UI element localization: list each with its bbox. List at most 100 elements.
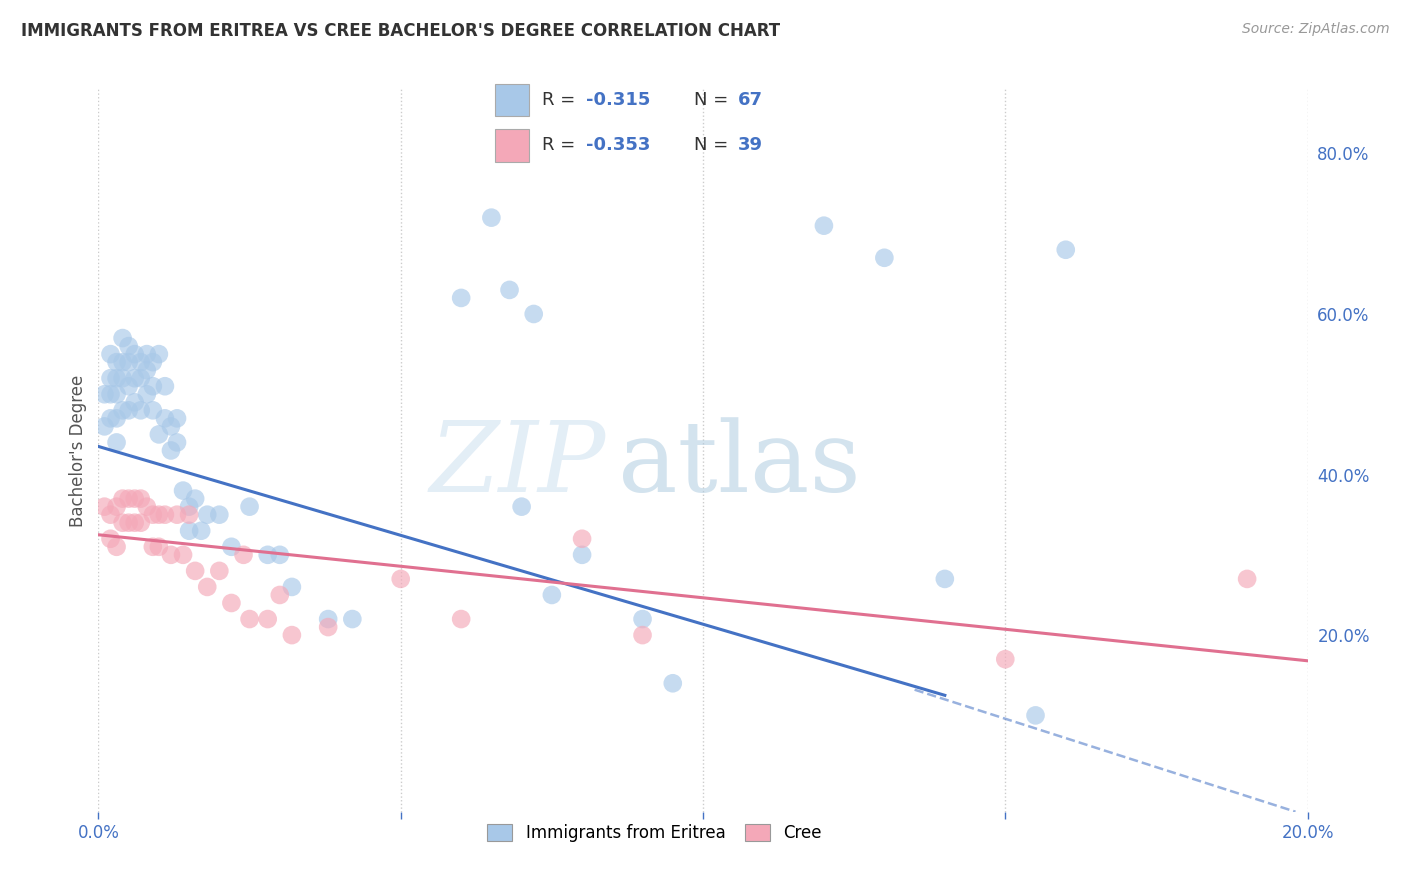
Point — [994, 652, 1017, 666]
Point — [111, 403, 134, 417]
Point — [1024, 708, 1046, 723]
Point — [129, 403, 152, 417]
Point — [281, 628, 304, 642]
Point — [498, 283, 520, 297]
Text: 67: 67 — [738, 91, 763, 109]
Point — [100, 387, 122, 401]
Point — [100, 347, 122, 361]
Point — [124, 491, 146, 506]
Point — [105, 371, 128, 385]
Point — [316, 620, 339, 634]
Point — [142, 355, 165, 369]
Point — [166, 411, 188, 425]
Point — [256, 612, 278, 626]
Point — [661, 676, 683, 690]
Point — [129, 355, 152, 369]
Point — [135, 363, 157, 377]
Point — [873, 251, 896, 265]
Text: R =: R = — [543, 91, 582, 109]
Point — [510, 500, 533, 514]
Point — [129, 516, 152, 530]
Point — [269, 548, 291, 562]
Point — [1236, 572, 1258, 586]
Point — [105, 411, 128, 425]
Text: -0.315: -0.315 — [586, 91, 651, 109]
Point — [160, 419, 183, 434]
Point — [111, 355, 134, 369]
Point — [153, 411, 176, 425]
Point — [389, 572, 412, 586]
Point — [221, 540, 243, 554]
Point — [195, 580, 218, 594]
Point — [118, 355, 141, 369]
Point — [631, 612, 654, 626]
Point — [105, 540, 128, 554]
Point — [100, 371, 122, 385]
Point — [481, 211, 503, 225]
Point — [105, 355, 128, 369]
Text: IMMIGRANTS FROM ERITREA VS CREE BACHELOR'S DEGREE CORRELATION CHART: IMMIGRANTS FROM ERITREA VS CREE BACHELOR… — [21, 22, 780, 40]
Point — [142, 540, 165, 554]
Point — [124, 395, 146, 409]
Text: ZIP: ZIP — [430, 417, 606, 513]
Point — [93, 419, 115, 434]
Point — [124, 347, 146, 361]
Point — [166, 435, 188, 450]
Text: 39: 39 — [738, 136, 763, 154]
Point — [111, 516, 134, 530]
Point — [105, 435, 128, 450]
Point — [93, 500, 115, 514]
Text: N =: N = — [695, 91, 734, 109]
Point — [111, 491, 134, 506]
Point — [281, 580, 304, 594]
Point — [523, 307, 546, 321]
Point — [571, 548, 593, 562]
Point — [100, 532, 122, 546]
Point — [179, 500, 201, 514]
Point — [118, 379, 141, 393]
Point — [190, 524, 212, 538]
Point — [1054, 243, 1077, 257]
Point — [221, 596, 243, 610]
Point — [148, 347, 170, 361]
Point — [100, 411, 122, 425]
Point — [166, 508, 188, 522]
Legend: Immigrants from Eritrea, Cree: Immigrants from Eritrea, Cree — [479, 815, 831, 850]
Point — [118, 491, 141, 506]
Point — [160, 443, 183, 458]
Point — [111, 331, 134, 345]
Point — [316, 612, 339, 626]
Point — [179, 508, 201, 522]
Text: -0.353: -0.353 — [586, 136, 651, 154]
Point — [571, 532, 593, 546]
Point — [172, 548, 194, 562]
Point — [184, 491, 207, 506]
Point — [208, 508, 231, 522]
Point — [239, 612, 262, 626]
Point — [105, 500, 128, 514]
Point — [540, 588, 562, 602]
Point — [148, 427, 170, 442]
Point — [232, 548, 254, 562]
Point — [239, 500, 262, 514]
Point — [142, 508, 165, 522]
Point — [124, 516, 146, 530]
Text: R =: R = — [543, 136, 582, 154]
Point — [342, 612, 364, 626]
Point — [179, 524, 201, 538]
Text: Source: ZipAtlas.com: Source: ZipAtlas.com — [1241, 22, 1389, 37]
Point — [135, 500, 157, 514]
Point — [934, 572, 956, 586]
Point — [142, 403, 165, 417]
Point — [631, 628, 654, 642]
Point — [813, 219, 835, 233]
Point — [135, 347, 157, 361]
Point — [93, 387, 115, 401]
Point — [195, 508, 218, 522]
Point — [208, 564, 231, 578]
Point — [118, 403, 141, 417]
Point — [105, 387, 128, 401]
Point — [148, 540, 170, 554]
Point — [269, 588, 291, 602]
Point — [160, 548, 183, 562]
